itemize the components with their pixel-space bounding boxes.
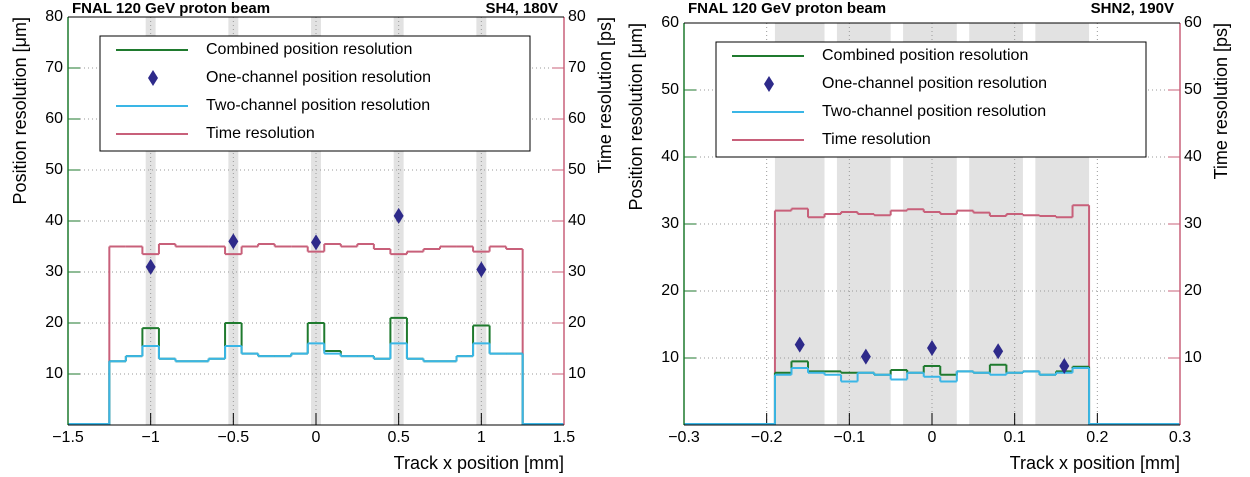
y-tick-label: 10 xyxy=(45,365,63,382)
y2-tick-label: 50 xyxy=(568,161,586,178)
y-axis-label: Position resolution [μm] xyxy=(10,17,30,204)
y-axis-label: Position resolution [μm] xyxy=(626,23,646,210)
legend-box xyxy=(99,35,531,152)
y2-tick-label: 10 xyxy=(1184,349,1202,366)
marker xyxy=(228,233,239,250)
marker xyxy=(993,343,1004,360)
y-tick-label: 50 xyxy=(661,81,679,98)
marker xyxy=(476,261,487,278)
x-tick-label: −0.3 xyxy=(668,429,700,446)
y-tick-label: 30 xyxy=(45,263,63,280)
y2-tick-label: 60 xyxy=(568,110,586,127)
legend-marker xyxy=(148,70,158,86)
y-tick-label: 30 xyxy=(661,215,679,232)
x-tick-label: 0.5 xyxy=(388,429,410,446)
legend-label: One-channel position resolution xyxy=(822,75,1047,92)
y-tick-label: 50 xyxy=(45,161,63,178)
x-axis-label: Track x position [mm] xyxy=(394,453,564,473)
x-tick-label: 0 xyxy=(928,429,937,446)
chart-subtitle: SHN2, 190V xyxy=(1091,0,1174,17)
y-tick-label: 40 xyxy=(45,212,63,229)
x-tick-label: 0.1 xyxy=(1004,429,1026,446)
y2-axis-label: Time resolution [ps] xyxy=(595,17,615,173)
x-tick-label: −0.1 xyxy=(834,429,866,446)
marker xyxy=(927,339,937,356)
marker xyxy=(145,258,156,275)
legend-marker xyxy=(764,76,774,92)
x-tick-label: 1.5 xyxy=(553,429,575,446)
chart-title: FNAL 120 GeV proton beam xyxy=(72,0,270,17)
y-tick-label: 80 xyxy=(45,8,63,25)
y-tick-label: 10 xyxy=(661,349,679,366)
marker xyxy=(311,234,321,251)
y2-tick-label: 50 xyxy=(1184,81,1202,98)
y2-tick-label: 70 xyxy=(568,59,586,76)
marker xyxy=(393,207,404,224)
y-tick-label: 40 xyxy=(661,148,679,165)
marker xyxy=(1059,358,1070,375)
legend-box xyxy=(715,41,1147,158)
legend-label: Time resolution xyxy=(206,125,315,142)
x-tick-label: 0.3 xyxy=(1169,429,1191,446)
x-tick-label: −0.5 xyxy=(218,429,250,446)
y2-tick-label: 30 xyxy=(1184,215,1202,232)
x-axis-label: Track x position [mm] xyxy=(1010,453,1180,473)
chart-title: FNAL 120 GeV proton beam xyxy=(688,0,886,17)
legend-label: Combined position resolution xyxy=(206,41,412,58)
y-tick-label: 20 xyxy=(45,314,63,331)
legend-label: Combined position resolution xyxy=(822,47,1028,64)
x-tick-label: 1 xyxy=(477,429,486,446)
legend-label: One-channel position resolution xyxy=(206,69,431,86)
y2-tick-label: 40 xyxy=(1184,148,1202,165)
legend-label: Time resolution xyxy=(822,131,931,148)
y2-tick-label: 20 xyxy=(1184,282,1202,299)
marker xyxy=(794,336,805,353)
y2-tick-label: 40 xyxy=(568,212,586,229)
y-tick-label: 20 xyxy=(661,282,679,299)
y-tick-label: 60 xyxy=(661,14,679,31)
y2-axis-label: Time resolution [ps] xyxy=(1211,23,1231,179)
x-tick-label: 0 xyxy=(312,429,321,446)
legend-label: Two-channel position resolution xyxy=(206,97,430,114)
y2-tick-label: 10 xyxy=(568,365,586,382)
y2-tick-label: 30 xyxy=(568,263,586,280)
x-tick-label: −0.2 xyxy=(751,429,783,446)
marker xyxy=(860,348,871,365)
y2-tick-label: 80 xyxy=(568,8,586,25)
x-tick-label: −1 xyxy=(142,429,160,446)
x-tick-label: 0.2 xyxy=(1086,429,1108,446)
y2-tick-label: 60 xyxy=(1184,14,1202,31)
x-tick-label: −1.5 xyxy=(52,429,84,446)
y-tick-label: 60 xyxy=(45,110,63,127)
legend-label: Two-channel position resolution xyxy=(822,103,1046,120)
y-tick-label: 70 xyxy=(45,59,63,76)
chart-subtitle: SH4, 180V xyxy=(485,0,558,17)
y2-tick-label: 20 xyxy=(568,314,586,331)
